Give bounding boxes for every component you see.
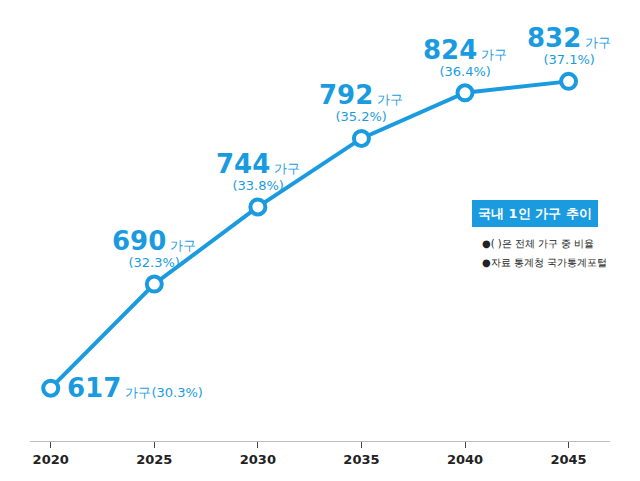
svg-text:국내 1인 가구 추이: 국내 1인 가구 추이 bbox=[478, 206, 592, 221]
svg-text:2030: 2030 bbox=[240, 452, 276, 467]
svg-text:●자료 통계청 국가통계포털: ●자료 통계청 국가통계포털 bbox=[482, 257, 607, 268]
svg-text:2020: 2020 bbox=[33, 452, 69, 467]
svg-text:744 가구(33.8%): 744 가구(33.8%) bbox=[216, 149, 300, 193]
svg-text:2035: 2035 bbox=[343, 452, 379, 467]
svg-text:●( )은 전체 가구 중 비율: ●( )은 전체 가구 중 비율 bbox=[482, 238, 594, 249]
svg-text:2045: 2045 bbox=[550, 452, 586, 467]
svg-text:2040: 2040 bbox=[447, 452, 483, 467]
svg-text:690 가구(32.3%): 690 가구(32.3%) bbox=[112, 226, 196, 270]
svg-text:832 가구(37.1%): 832 가구(37.1%) bbox=[527, 23, 611, 67]
svg-text:792 가구(35.2%): 792 가구(35.2%) bbox=[319, 80, 403, 124]
svg-text:824 가구(36.4%): 824 가구(36.4%) bbox=[423, 35, 507, 79]
svg-text:617 가구(30.3%): 617 가구(30.3%) bbox=[67, 373, 203, 403]
svg-text:2025: 2025 bbox=[136, 452, 172, 467]
